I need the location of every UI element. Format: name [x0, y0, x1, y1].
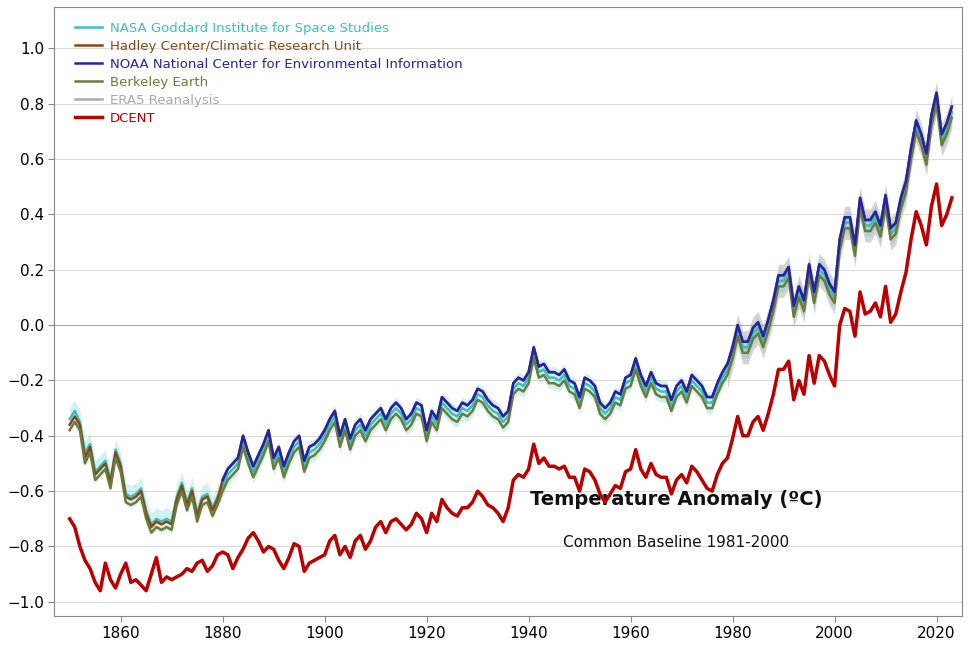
Legend: NASA Goddard Institute for Space Studies, Hadley Center/Climatic Research Unit, : NASA Goddard Institute for Space Studies…: [70, 17, 467, 130]
Text: Temperature Anomaly (ºC): Temperature Anomaly (ºC): [530, 491, 823, 509]
Text: Common Baseline 1981-2000: Common Baseline 1981-2000: [563, 535, 789, 550]
